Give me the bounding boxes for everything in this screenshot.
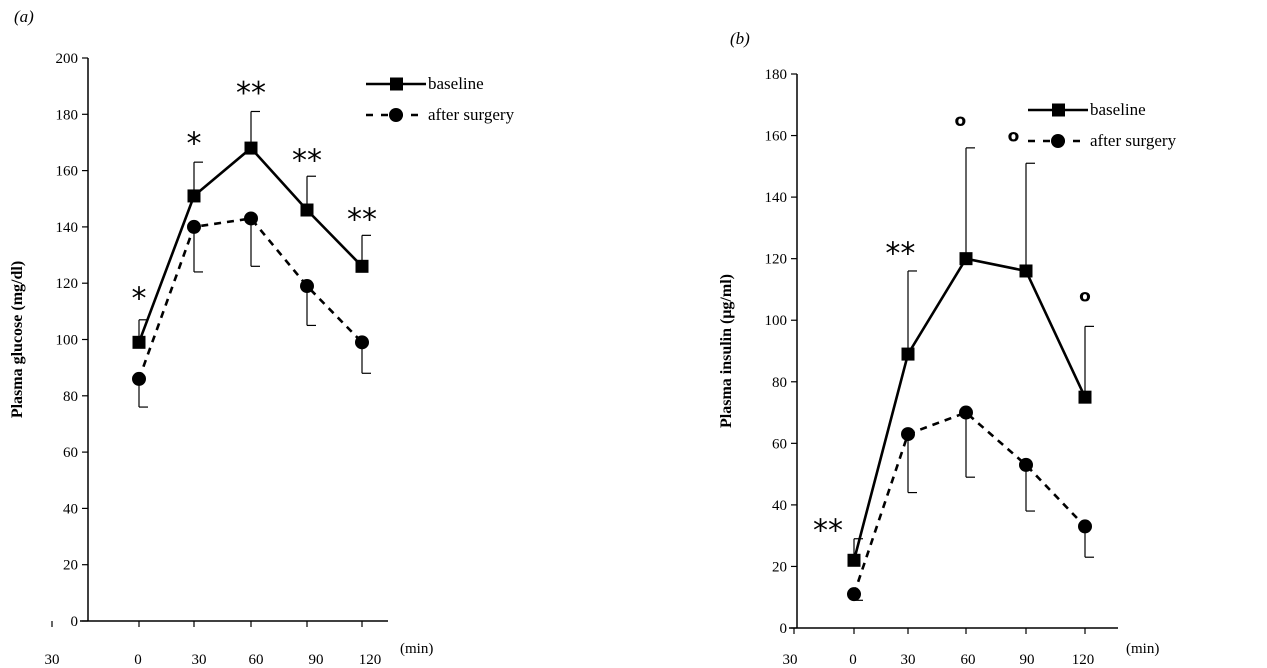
data-point-baseline [187,189,201,203]
x-tick-label: 30 [192,652,207,668]
x-tick-label: 30 [901,652,916,668]
y-tick-label: 140 [765,190,788,206]
y-tick-label: 40 [63,501,78,517]
series-line-after-surgery [852,411,1086,595]
x-unit-label: (min) [400,641,433,657]
data-point-baseline [1019,264,1033,278]
data-point-baseline [847,553,861,567]
significance-marker: ** [292,144,322,179]
legend-label-after-surgery: after surgery [428,105,515,124]
y-tick-label: 60 [772,436,787,452]
y-tick-label: 0 [71,614,79,630]
data-point-after-surgery [847,587,861,602]
data-point-after-surgery [901,427,915,442]
legend-marker-after-surgery [389,108,403,122]
y-tick-label: 120 [765,252,788,268]
x-tick-label: 60 [961,652,976,668]
significance-marker: o [1008,127,1020,147]
x-tick-label: 30 [783,652,798,668]
legend-label-baseline: baseline [1090,100,1146,119]
data-point-after-surgery [187,219,201,234]
y-tick-label: 0 [780,621,788,637]
data-point-baseline [1078,390,1092,404]
y-tick-label: 100 [765,313,788,329]
data-point-baseline [300,203,314,217]
panel-a: (a) 0 20 40 60 80 100 120 140 160 180 200 30 0 30 60 90 1… [9,7,515,668]
x-tick-label: 90 [309,652,324,668]
significance-marker: ** [885,236,915,271]
data-point-after-surgery [244,211,258,226]
panel-b: (b) 0 20 40 60 80 100 120 140 160 180 30 0 30 60 90 120 (… [718,29,1177,668]
significance-marker: * [132,281,147,316]
y-tick-label: 180 [56,107,79,123]
legend-marker-baseline [390,77,403,91]
y-axis-label: Plasma insulin (μg/ml) [718,274,735,428]
y-axis-label: Plasma glucose (mg/dl) [9,261,26,418]
legend-label-baseline: baseline [428,74,484,93]
y-tick-label: 160 [765,129,788,145]
x-tick-label: 0 [849,652,857,668]
x-tick-label: 30 [45,652,60,668]
legend-label-after-surgery: after surgery [1090,131,1177,150]
data-point-baseline [244,141,258,155]
data-point-baseline [355,259,369,273]
significance-marker: ** [813,513,843,548]
x-tick-label: 90 [1020,652,1035,668]
data-point-after-surgery [959,405,973,420]
series-line-after-surgery [137,217,363,380]
significance-marker: ** [347,203,377,238]
data-point-baseline [132,335,146,349]
data-point-after-surgery [1019,457,1033,472]
legend-marker-baseline [1052,103,1065,117]
x-tick-label: 60 [249,652,264,668]
x-tick-label: 0 [134,652,142,668]
significance-marker: o [954,111,966,131]
data-point-baseline [901,347,915,361]
y-tick-label: 140 [56,220,79,236]
x-unit-label: (min) [1126,641,1159,657]
significance-marker: * [187,127,202,162]
y-tick-label: 60 [63,445,78,461]
y-tick-label: 40 [772,498,787,514]
data-point-after-surgery [1078,519,1092,534]
data-point-after-surgery [300,279,314,294]
y-tick-label: 200 [56,51,79,67]
significance-marker: o [1079,287,1091,307]
panel-label: (b) [730,29,750,48]
y-tick-label: 100 [56,333,79,349]
data-point-after-surgery [355,335,369,350]
legend-marker-after-surgery [1051,134,1065,148]
significance-marker: ** [236,76,266,111]
x-tick-label: 120 [1072,652,1095,668]
x-tick-label: 120 [359,652,382,668]
y-tick-label: 120 [56,276,79,292]
y-tick-label: 80 [63,389,78,405]
data-point-baseline [959,252,973,266]
data-point-after-surgery [132,371,146,386]
y-tick-label: 80 [772,375,787,391]
y-tick-label: 20 [63,558,78,574]
panel-label: (a) [14,7,34,26]
y-tick-label: 160 [56,164,79,180]
y-tick-label: 180 [765,67,788,83]
y-tick-label: 20 [772,559,787,575]
